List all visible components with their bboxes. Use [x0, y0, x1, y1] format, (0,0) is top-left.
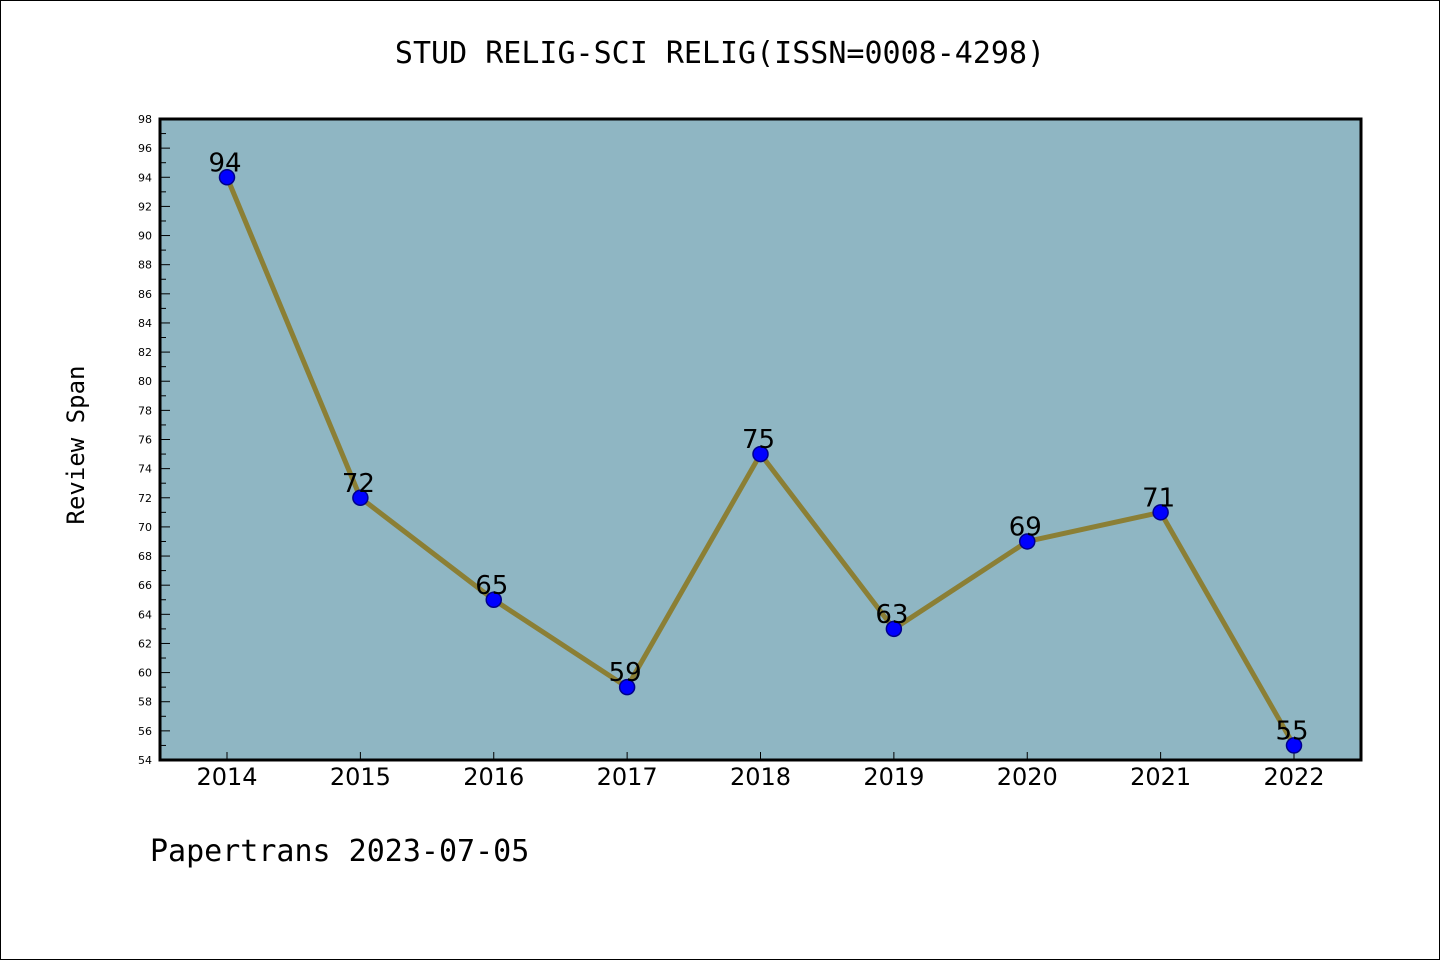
x-tick-label: 2016 — [463, 763, 524, 791]
x-tick-label: 2020 — [997, 763, 1058, 791]
y-tick-label: 80 — [138, 375, 152, 388]
chart-title: STUD RELIG-SCI RELIG(ISSN=0008-4298) — [394, 36, 1046, 71]
x-axis-ticks: 2014 2015 2016 2017 2018 2019 2020 2021 2022 — [196, 752, 1325, 791]
data-point — [752, 445, 769, 463]
y-tick-label: 98 — [138, 113, 152, 126]
y-tick-label: 72 — [138, 492, 152, 505]
y-tick-label: 64 — [138, 608, 152, 621]
y-tick-label: 86 — [138, 288, 152, 301]
y-tick-label: 84 — [138, 317, 152, 330]
y-tick-label: 90 — [138, 230, 152, 243]
x-tick-label: 2014 — [196, 763, 257, 791]
y-tick-label: 92 — [138, 200, 152, 213]
y-tick-label: 74 — [138, 463, 152, 476]
plot-border — [158, 117, 1363, 762]
y-tick-label: 58 — [138, 696, 152, 709]
y-tick-label: 88 — [138, 259, 152, 272]
data-label: 65 — [475, 571, 508, 601]
y-tick-label: 62 — [138, 637, 152, 650]
y-tick-label: 66 — [138, 579, 152, 592]
x-tick-label: 2021 — [1130, 763, 1191, 791]
y-tick-label: 94 — [138, 171, 152, 184]
data-label: 72 — [342, 469, 375, 499]
data-point — [218, 169, 236, 186]
data-labels: 94 72 65 59 75 63 69 71 55 — [208, 148, 1308, 746]
y-axis-ticks: 54 56 58 60 62 64 66 68 70 72 74 76 78 80 82 84 86 88 90 92… — [138, 113, 170, 767]
data-series — [218, 169, 1303, 754]
footer-note: Papertrans 2023-07-05 — [150, 834, 530, 869]
data-point — [885, 620, 903, 638]
x-tick-label: 2022 — [1263, 763, 1324, 791]
y-tick-label: 78 — [138, 404, 152, 417]
data-label: 59 — [609, 658, 642, 688]
data-label: 71 — [1142, 483, 1175, 513]
x-tick-label: 2019 — [863, 763, 924, 791]
y-tick-label: 54 — [138, 754, 152, 767]
data-label: 75 — [742, 425, 775, 455]
x-tick-label: 2018 — [730, 763, 791, 791]
y-tick-label: 70 — [138, 521, 152, 534]
x-tick-label: 2017 — [597, 763, 658, 791]
data-label: 63 — [875, 600, 908, 630]
data-label: 69 — [1009, 512, 1042, 542]
y-tick-label: 56 — [138, 725, 152, 738]
x-tick-label: 2015 — [330, 763, 391, 791]
y-tick-label: 82 — [138, 346, 152, 359]
data-label: 94 — [208, 148, 241, 178]
data-point — [1152, 504, 1169, 521]
y-tick-label: 76 — [138, 434, 152, 447]
data-point — [352, 489, 369, 507]
y-tick-label: 96 — [138, 142, 152, 155]
data-point — [618, 678, 636, 696]
data-point — [1285, 737, 1303, 754]
y-tick-label: 60 — [138, 667, 152, 680]
data-point — [485, 591, 502, 608]
plot-area — [160, 119, 1361, 760]
data-point — [1019, 533, 1036, 550]
data-label: 55 — [1275, 716, 1308, 746]
y-tick-label: 68 — [138, 550, 152, 563]
